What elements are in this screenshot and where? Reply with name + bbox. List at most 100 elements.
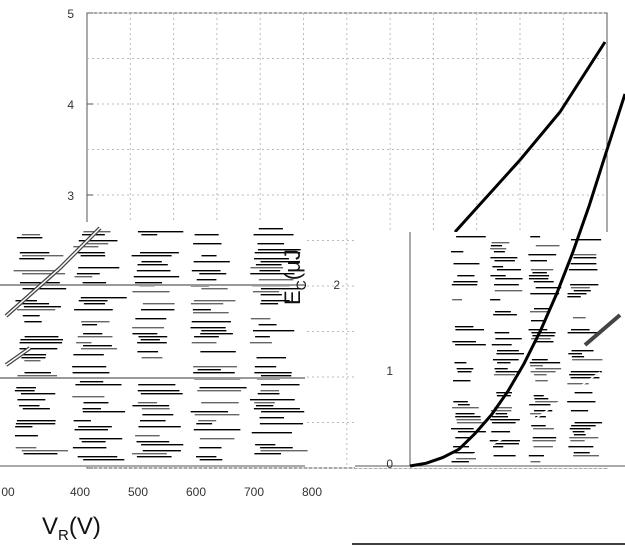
artifact-bar [494,260,515,262]
artifact-bar [453,380,471,382]
artifact-bar [494,368,508,370]
artifact-bar [137,342,167,344]
artifact-bar [193,372,235,374]
artifact-bar [457,275,475,277]
artifact-bar [490,419,520,421]
artifact-bar [495,311,511,313]
artifact-bar [136,456,172,458]
artifact-bar [573,434,586,436]
artifact-bar [201,330,227,332]
artifact-bar [19,354,47,356]
artifact-bar [569,374,598,376]
artifact-bar [571,350,594,352]
artifact-bar [19,348,58,350]
artifact-bar [142,414,174,416]
artifact-bar [17,309,56,311]
artifact-bar [196,279,217,281]
artifact-bar [19,258,45,260]
artifact-bar [20,282,60,284]
artifact-bar [78,300,108,302]
artifact-bar [493,251,505,253]
artifact-bar [21,234,41,236]
artifact-bar [572,359,603,361]
x-axis-subscript: R [58,527,69,544]
right-inset: 2 1 0 EC(µJ [280,93,625,545]
artifact-bar [81,441,106,443]
artifact-bar [529,404,551,406]
artifact-bar [452,407,479,409]
artifact-bar [568,269,598,271]
artifact-bar [492,359,519,361]
artifact-bar [141,234,158,236]
artifact-bar [493,446,504,448]
artifact-bar [496,392,513,394]
artifact-bar [531,359,548,361]
artifact-bar [136,441,170,443]
artifact-bar [131,255,172,257]
artifact-bar [201,288,228,290]
artifact-bar [567,383,589,385]
artifact-bar [19,405,40,407]
artifact-bar [532,272,547,274]
artifact-bar [16,387,36,389]
artifact-bar [530,365,543,367]
artifact-bar [250,318,271,320]
artifact-bar [83,402,109,404]
artifact-bar [261,300,290,302]
artifact-bar [80,255,106,257]
artifact-bar [456,458,476,460]
artifact-bar [451,428,474,430]
artifact-bar [454,326,474,328]
artifact-bar [535,245,560,247]
x-axis-unit: (V) [69,513,101,540]
artifact-bar [490,275,506,277]
x-tick-label: 700 [244,485,264,499]
artifact-bar [140,393,183,395]
artifact-bar [135,318,167,320]
left-inset-curve-2-highlight [5,347,31,366]
artifact-bar [534,410,553,412]
artifact-bar [199,438,235,440]
artifact-bar [72,366,107,368]
artifact-bar [530,260,547,262]
artifact-bar [253,234,294,236]
artifact-bar [535,401,560,403]
artifact-bar [251,432,292,434]
artifact-bar [74,309,113,311]
artifact-bar [453,263,480,265]
artifact-bar [456,236,486,238]
artifact-bar [190,303,224,305]
artifact-bar [191,270,221,272]
artifact-bar [456,419,481,421]
artifact-bar [249,399,295,401]
artifact-bar [455,413,475,415]
artifact-bar [77,336,113,338]
artifact-bar [199,459,223,461]
y-tick-label: 1 [386,364,393,378]
artifact-bar [24,372,51,374]
artifact-bar [137,231,184,233]
artifact-bar [570,410,589,412]
artifact-bar [261,411,305,413]
artifact-bar [257,249,301,251]
artifact-bar [570,377,600,379]
artifact-bar [491,344,512,346]
artifact-bar [260,288,301,290]
artifact-bar [73,354,104,356]
artifact-bar [137,402,158,404]
artifact-bar [531,332,556,334]
artifact-bar [490,410,512,412]
artifact-bar [494,407,512,409]
artifact-bar [72,372,110,374]
artifact-bar [573,254,597,256]
artifact-bar [496,269,521,271]
artifact-bar [569,428,591,430]
x-tick-label: 400 [70,485,90,499]
artifact-bar [534,308,550,310]
artifact-bar [534,398,549,400]
artifact-bar [455,437,471,439]
artifact-bar [194,336,219,338]
artifact-bar [574,392,593,394]
artifact-bar [457,404,470,406]
artifact-bar [572,317,586,319]
